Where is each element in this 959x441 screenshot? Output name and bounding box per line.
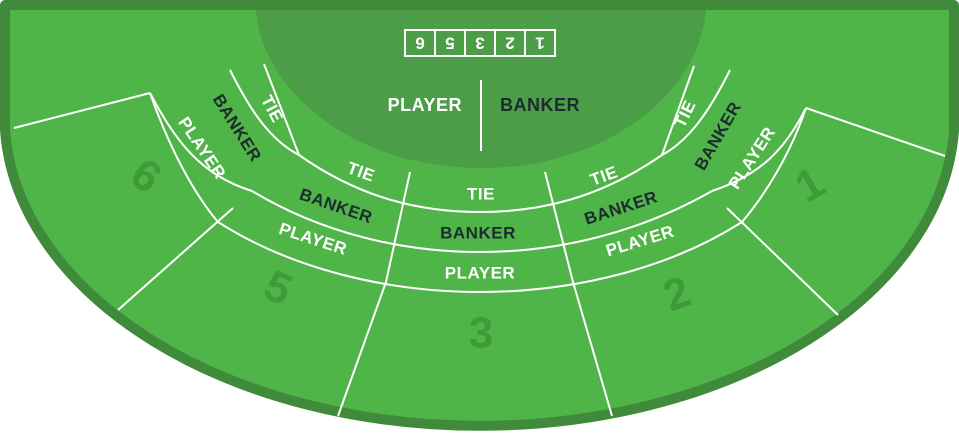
discard-digit-1: 1: [535, 34, 544, 53]
discard-digit-3: 3: [475, 34, 484, 53]
dealer-banker-label: BANKER: [500, 95, 580, 115]
seat-3-tie-bet[interactable]: TIE: [467, 185, 495, 204]
discard-digit-6: 6: [415, 34, 424, 53]
table-lines: [13, 63, 946, 417]
discard-digit-5: 5: [445, 34, 454, 53]
discard-digit-2: 2: [505, 34, 514, 53]
table-felt: [0, 0, 959, 431]
seat-3-player-bet[interactable]: PLAYER: [445, 264, 515, 283]
discard-tray: 1 2 3 5 6: [404, 29, 556, 57]
seat-3-banker-bet[interactable]: BANKER: [440, 224, 516, 243]
dealer-player-label: PLAYER: [388, 95, 462, 115]
seat-number-3: 3: [469, 309, 493, 358]
